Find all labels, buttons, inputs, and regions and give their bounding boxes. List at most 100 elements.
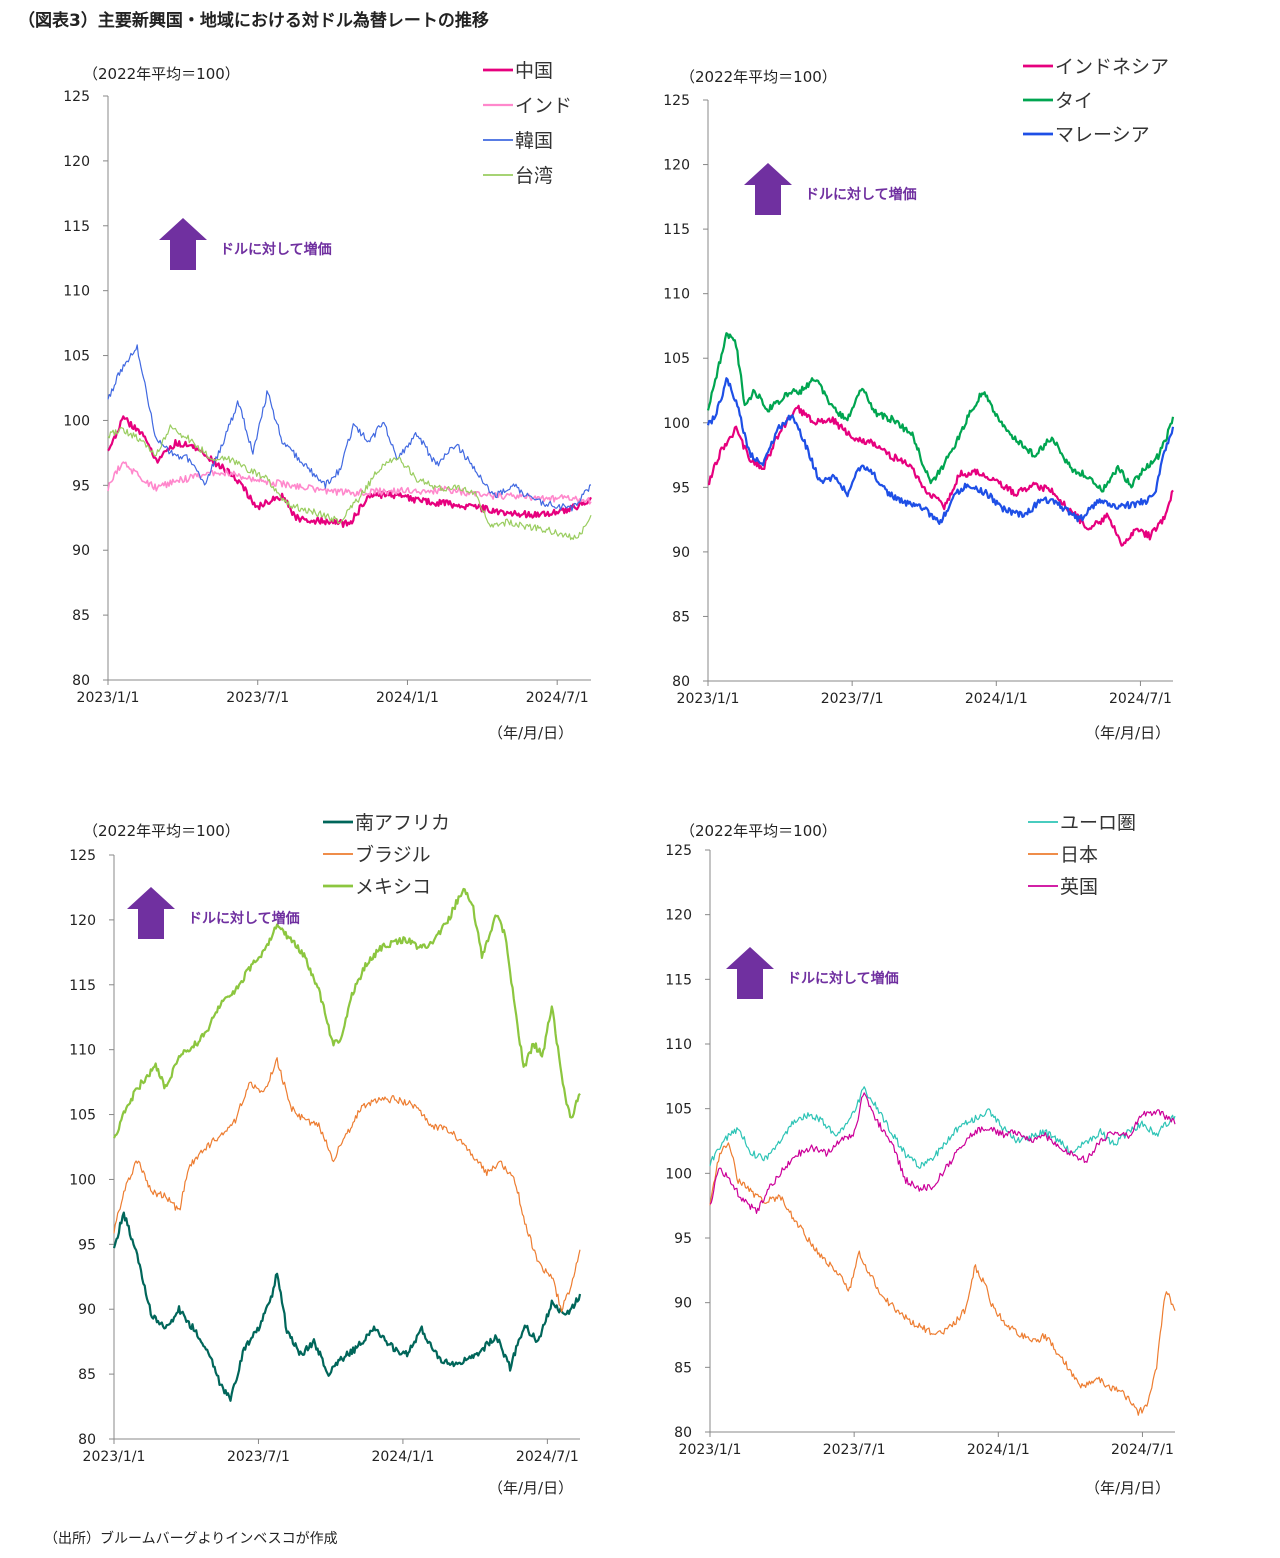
- unit-label: （2022年平均＝100）: [83, 822, 240, 840]
- y-tick-label: 115: [665, 972, 692, 988]
- x-tick-label: 2024/7/1: [1111, 1442, 1174, 1458]
- x-tick-label: 2024/7/1: [526, 690, 589, 706]
- page-title: （図表3）主要新興国・地域における対ドル為替レートの推移: [18, 11, 489, 31]
- legend-label: インドネシア: [1055, 56, 1169, 78]
- series-line-4: [107, 424, 592, 541]
- x-tick-label: 2023/1/1: [77, 690, 140, 706]
- x-unit-label: （年/月/日）: [488, 724, 574, 742]
- y-tick-label: 80: [674, 1425, 692, 1441]
- x-tick-label: 2024/1/1: [967, 1442, 1030, 1458]
- x-tick-label: 2023/1/1: [83, 1449, 146, 1465]
- y-tick-label: 100: [63, 413, 90, 429]
- series-line-1: [112, 1211, 582, 1402]
- y-tick-label: 85: [674, 1360, 692, 1376]
- y-tick-label: 120: [63, 154, 90, 170]
- y-tick-label: 80: [672, 674, 690, 690]
- y-tick-label: 120: [69, 913, 96, 929]
- y-tick-label: 115: [63, 219, 90, 235]
- x-tick-label: 2024/1/1: [371, 1449, 434, 1465]
- y-tick-label: 85: [78, 1367, 96, 1383]
- chart-2-svg: 80 85 90 95 100 105 110 115 120 125 2023/1/1 2023/7…: [663, 56, 1175, 707]
- y-tick-label: 115: [69, 978, 96, 994]
- up-arrow-icon: [726, 947, 774, 999]
- series-line-3: [709, 1092, 1176, 1214]
- chart-panel-1: （2022年平均＝100） （年/月/日） 80 85 90 95 100 105 110 1…: [58, 58, 598, 748]
- series-line-1: [107, 415, 592, 528]
- appreciation-annotation: ドルに対して増価: [220, 241, 332, 258]
- up-arrow-icon: [159, 218, 207, 270]
- y-tick-label: 95: [72, 478, 90, 494]
- series-line-2: [709, 1142, 1176, 1416]
- chart-panel-2: （2022年平均＝100） （年/月/日） 80 85 90 95 100 105 110 1…: [655, 56, 1195, 748]
- legend-label: マレーシア: [1055, 124, 1150, 146]
- x-tick-label: 2024/1/1: [965, 691, 1028, 707]
- y-tick-label: 120: [663, 158, 690, 174]
- y-tick-label: 110: [63, 284, 90, 300]
- x-unit-label: （年/月/日）: [1085, 1479, 1171, 1497]
- series-line-1: [709, 1086, 1176, 1169]
- x-unit-label: （年/月/日）: [1085, 724, 1171, 742]
- legend-label: ユーロ圏: [1060, 812, 1136, 834]
- legend-label: ブラジル: [355, 843, 431, 866]
- x-tick-label: 2023/7/1: [226, 690, 289, 706]
- appreciation-annotation: ドルに対して増価: [188, 910, 300, 927]
- y-tick-label: 125: [665, 843, 692, 859]
- y-tick-label: 110: [69, 1043, 96, 1059]
- legend-label: タイ: [1055, 90, 1093, 112]
- x-tick-label: 2023/7/1: [227, 1449, 290, 1465]
- y-tick-label: 100: [69, 1172, 96, 1188]
- appreciation-annotation: ドルに対して増価: [805, 186, 917, 203]
- unit-label: （2022年平均＝100）: [680, 822, 837, 840]
- y-tick-label: 95: [672, 480, 690, 496]
- legend-label: 南アフリカ: [355, 812, 450, 834]
- y-tick-label: 115: [663, 222, 690, 238]
- y-tick-label: 80: [72, 673, 90, 689]
- source-note: （出所）ブルームバーグよりインベスコが作成: [44, 1531, 338, 1547]
- series-line-3: [107, 344, 592, 512]
- legend-label: 英国: [1060, 876, 1098, 898]
- y-tick-label: 85: [672, 609, 690, 625]
- x-unit-label: （年/月/日）: [488, 1479, 574, 1497]
- series-line-3: [113, 887, 581, 1139]
- y-tick-label: 100: [663, 416, 690, 432]
- series-line-2: [107, 461, 592, 505]
- x-tick-label: 2024/7/1: [516, 1449, 579, 1465]
- y-tick-label: 105: [69, 1108, 96, 1124]
- legend-label: 中国: [515, 60, 553, 82]
- legend-label: 台湾: [515, 165, 553, 187]
- x-tick-label: 2023/1/1: [679, 1442, 742, 1458]
- y-tick-label: 80: [78, 1432, 96, 1448]
- y-tick-label: 110: [663, 287, 690, 303]
- up-arrow-icon: [744, 163, 792, 215]
- chart-panel-3: （2022年平均＝100） （年/月/日） 80 85 90 95 100 105 110 1…: [58, 812, 598, 1512]
- legend-label: 韓国: [515, 130, 553, 152]
- chart-3-svg: 80 85 90 95 100 105 110 115 120 125 2023/1/1 2023/7…: [69, 812, 582, 1465]
- y-tick-label: 100: [665, 1166, 692, 1182]
- x-tick-label: 2024/1/1: [376, 690, 439, 706]
- legend-label: メキシコ: [355, 876, 431, 898]
- chart-4-svg: 80 85 90 95 100 105 110 115 120 125 2023/1/1 2023/7…: [665, 812, 1176, 1458]
- series-line-2: [706, 332, 1175, 493]
- y-tick-label: 125: [63, 89, 90, 105]
- series-line-1: [707, 404, 1174, 547]
- y-tick-label: 125: [69, 848, 96, 864]
- legend-label: 日本: [1060, 844, 1098, 866]
- x-tick-label: 2024/7/1: [1109, 691, 1172, 707]
- x-tick-label: 2023/7/1: [821, 691, 884, 707]
- y-tick-label: 90: [674, 1296, 692, 1312]
- legend-label: インド: [515, 95, 572, 117]
- y-tick-label: 90: [72, 543, 90, 559]
- y-tick-label: 105: [63, 349, 90, 365]
- y-tick-label: 105: [665, 1102, 692, 1118]
- appreciation-annotation: ドルに対して増価: [787, 970, 899, 987]
- unit-label: （2022年平均＝100）: [83, 65, 240, 83]
- x-tick-label: 2023/1/1: [677, 691, 740, 707]
- chart-panel-4: （2022年平均＝100） （年/月/日） 80 85 90 95 100 105 110 1…: [655, 812, 1195, 1512]
- unit-label: （2022年平均＝100）: [680, 68, 837, 86]
- y-tick-label: 90: [78, 1302, 96, 1318]
- series-line-2: [113, 1057, 581, 1313]
- y-tick-label: 85: [72, 608, 90, 624]
- y-tick-label: 125: [663, 93, 690, 109]
- chart-1-svg: 80 85 90 95 100 105 110 115 120 125 2023/1/1 2023/7…: [63, 60, 592, 706]
- y-tick-label: 95: [674, 1231, 692, 1247]
